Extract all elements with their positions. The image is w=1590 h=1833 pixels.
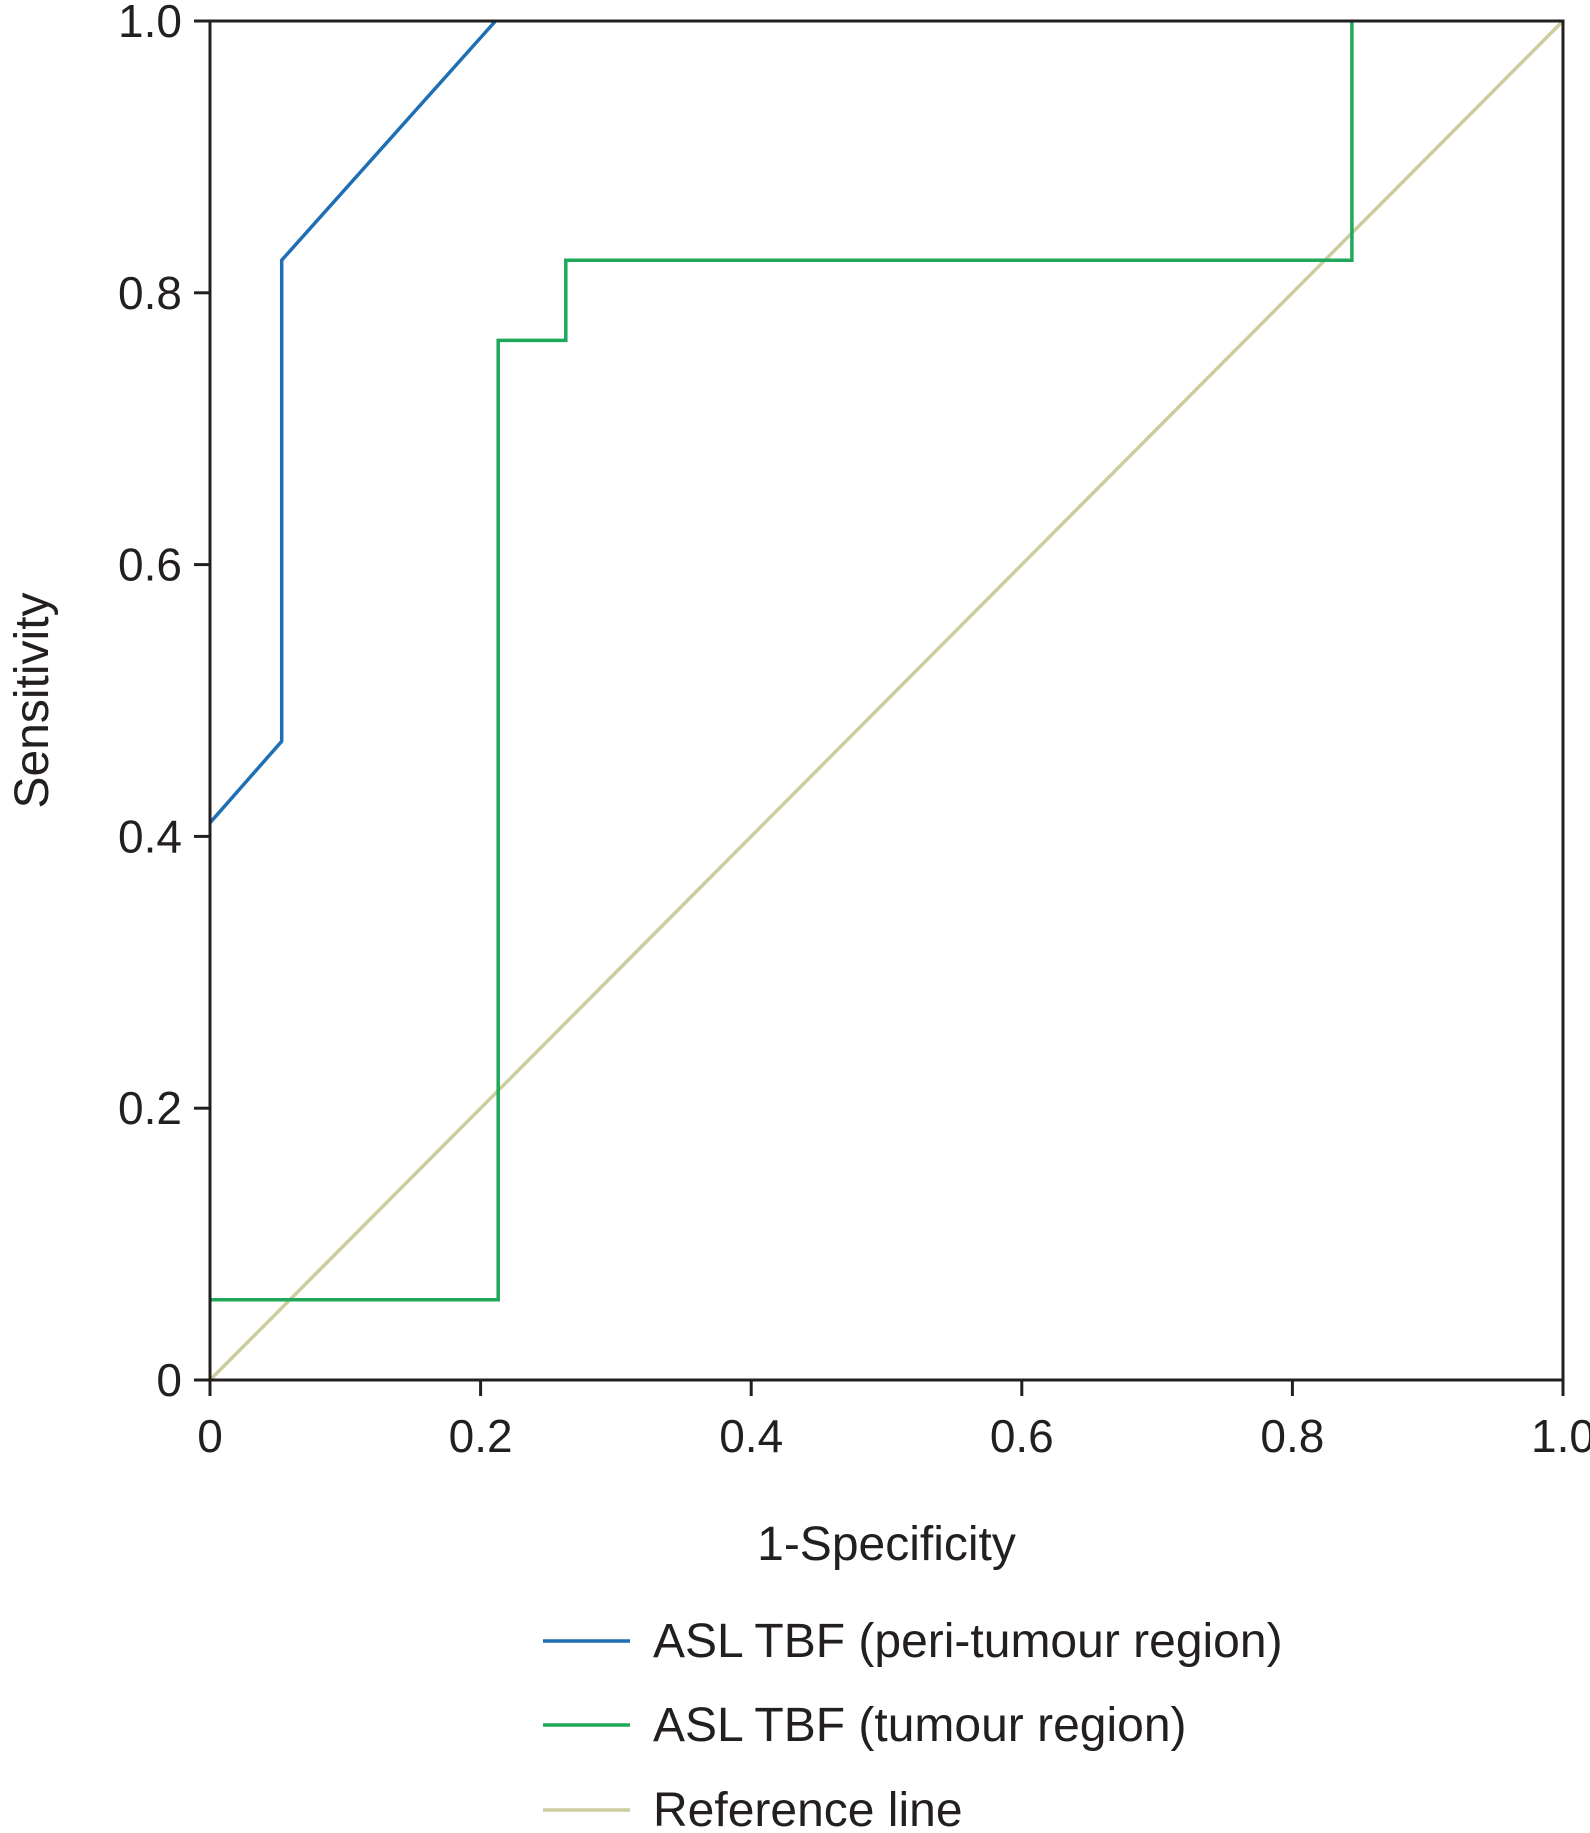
legend-label: ASL TBF (peri-tumour region) [653, 1615, 1283, 1668]
series-line-0 [208, 19, 497, 824]
y-axis-title: Sensitivity [6, 592, 59, 808]
y-tick-label: 1.0 [118, 0, 182, 47]
y-tick-label: 0.8 [118, 267, 182, 319]
plot-frame [208, 19, 1565, 1382]
legend-label: Reference line [653, 1784, 963, 1833]
y-tick-label: 0.6 [118, 539, 182, 591]
series-line-1 [210, 21, 1354, 1302]
y-tick-label: 0 [156, 1354, 182, 1406]
x-tick-labels: 0 0.2 0.4 0.6 0.8 1.0 [197, 1410, 1590, 1462]
x-tick-label: 0.4 [719, 1410, 783, 1462]
axis-ticks [194, 19, 1565, 1396]
y-tick-labels: 0 0.2 0.4 0.6 0.8 1.0 [118, 0, 182, 1406]
y-tick-label: 0.2 [118, 1082, 182, 1134]
legend-label: ASL TBF (tumour region) [653, 1699, 1187, 1752]
legend: ASL TBF (peri-tumour region) ASL TBF (tum… [543, 1615, 1283, 1833]
x-tick-label: 1.0 [1531, 1410, 1590, 1462]
series-line-2 [208, 19, 1565, 1382]
y-tick-label: 0.4 [118, 810, 182, 862]
x-tick-label: 0.2 [449, 1410, 513, 1462]
x-tick-label: 0 [197, 1410, 223, 1462]
x-tick-label: 0.6 [990, 1410, 1054, 1462]
plot-area [208, 19, 1565, 1382]
x-tick-label: 0.8 [1260, 1410, 1324, 1462]
x-axis-title: 1-Specificity [757, 1518, 1016, 1571]
